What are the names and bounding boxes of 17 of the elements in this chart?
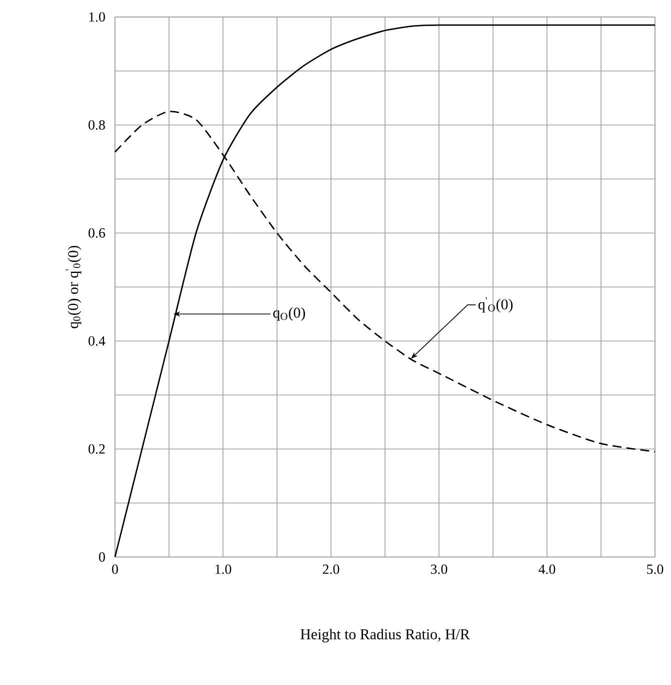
y-tick-label: 0.6 [88,228,106,238]
x-tick-label: 0 [112,564,118,574]
x-tick-label: 5.0 [647,564,664,574]
y-tick-label: 1.0 [89,12,105,22]
y-tick-label: 0.8 [88,120,105,130]
line-series [114,24,656,558]
annotation: q$_{O}$(0) [273,307,305,321]
x-axis-title: Height to Radius Ratio, H/R [300,628,470,642]
y-axis-title: q$_{0}$(0) or q$^{'}$$_{0}$(0) [66,246,82,328]
x-tick-label: 1.0 [216,564,232,574]
y-tick-label: 0.2 [88,444,105,454]
x-tick-label: 3.0 [430,564,448,574]
x-tick-label: 2.0 [322,564,340,574]
y-tick-label: 0 [99,552,105,562]
y-tick-label: 0.4 [88,336,106,346]
x-tick-label: 4.0 [538,564,556,574]
annotation: q$^{'}$$_{O}$(0) [478,297,513,312]
